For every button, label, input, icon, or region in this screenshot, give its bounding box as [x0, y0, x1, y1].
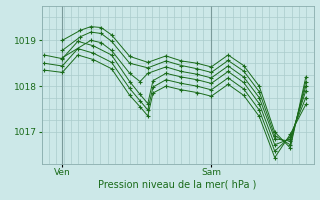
X-axis label: Pression niveau de la mer( hPa ): Pression niveau de la mer( hPa ) — [99, 180, 257, 190]
